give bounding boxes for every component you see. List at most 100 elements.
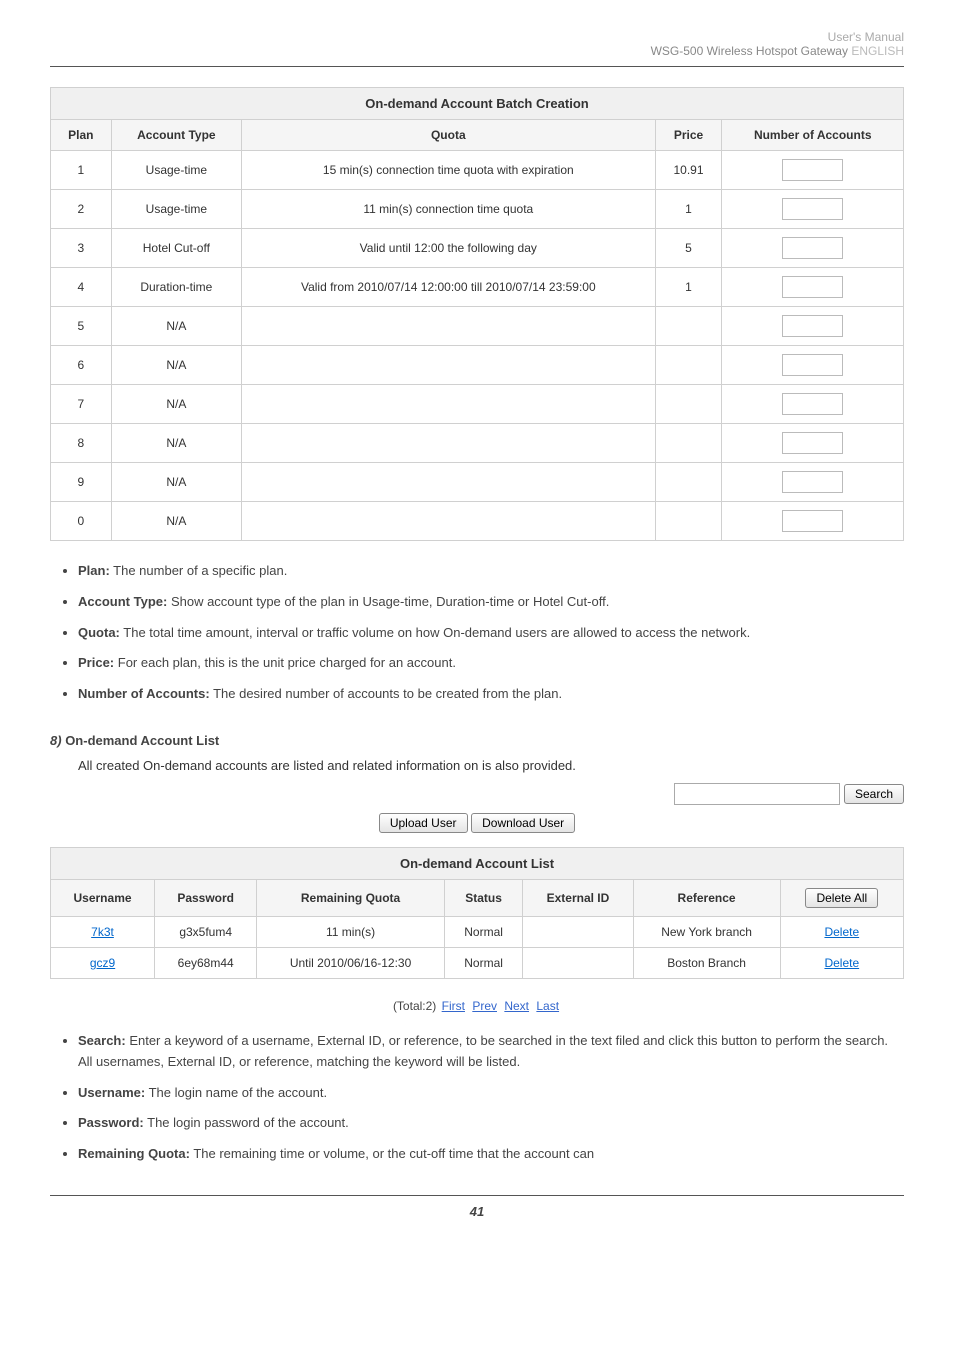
bullet-plan-text: The number of a specific plan. <box>110 563 288 578</box>
cell-type: Hotel Cut-off <box>111 229 241 268</box>
section-8-num: 8) <box>50 733 62 748</box>
col-num-accounts: Number of Accounts <box>722 120 904 151</box>
download-user-button[interactable]: Download User <box>471 813 575 833</box>
cell-quota: 11 min(s) connection time quota <box>242 190 656 229</box>
num-accounts-input[interactable] <box>782 276 843 298</box>
cell-plan: 6 <box>51 346 112 385</box>
col-reference: Reference <box>633 879 780 916</box>
cell-reference: New York branch <box>633 916 780 947</box>
col-delete-all: Delete All <box>780 879 903 916</box>
delete-link[interactable]: Delete <box>824 956 859 970</box>
batch-table-title: On-demand Account Batch Creation <box>51 88 904 120</box>
table-row: 3Hotel Cut-offValid until 12:00 the foll… <box>51 229 904 268</box>
cell-quota: Valid until 12:00 the following day <box>242 229 656 268</box>
section-8-desc: All created On-demand accounts are liste… <box>78 758 904 773</box>
cell-type: N/A <box>111 346 241 385</box>
col-status: Status <box>444 879 523 916</box>
bullet-user-label: Username: <box>78 1085 145 1100</box>
pager-next[interactable]: Next <box>504 999 529 1013</box>
cell-price <box>655 502 722 541</box>
account-list-table: On-demand Account List Username Password… <box>50 847 904 979</box>
bullet-acct-label: Account Type: <box>78 594 167 609</box>
pager-total: (Total:2) <box>393 999 436 1013</box>
page-header: User's Manual WSG-500 Wireless Hotspot G… <box>50 30 904 67</box>
bullet-price: Price: For each plan, this is the unit p… <box>78 653 904 674</box>
cell-quota <box>242 385 656 424</box>
cell-external-id <box>523 916 633 947</box>
cell-quota <box>242 424 656 463</box>
cell-quota <box>242 307 656 346</box>
cell-type: Usage-time <box>111 190 241 229</box>
cell-num-accounts <box>722 229 904 268</box>
delete-link[interactable]: Delete <box>824 925 859 939</box>
cell-price: 10.91 <box>655 151 722 190</box>
num-accounts-input[interactable] <box>782 159 843 181</box>
bullet-search-text: Enter a keyword of a username, External … <box>78 1033 888 1069</box>
num-accounts-input[interactable] <box>782 393 843 415</box>
num-accounts-input[interactable] <box>782 198 843 220</box>
cell-quota: Valid from 2010/07/14 12:00:00 till 2010… <box>242 268 656 307</box>
num-accounts-input[interactable] <box>782 432 843 454</box>
cell-type: N/A <box>111 502 241 541</box>
cell-num-accounts <box>722 268 904 307</box>
cell-plan: 9 <box>51 463 112 502</box>
bullet-rq-text: The remaining time or volume, or the cut… <box>190 1146 594 1161</box>
header-product: WSG-500 Wireless Hotspot Gateway <box>651 44 852 58</box>
num-accounts-input[interactable] <box>782 354 843 376</box>
pager-last[interactable]: Last <box>536 999 559 1013</box>
table-row: 5N/A <box>51 307 904 346</box>
bullet-plan-label: Plan: <box>78 563 110 578</box>
search-row: Search <box>50 783 904 805</box>
cell-plan: 1 <box>51 151 112 190</box>
cell-num-accounts <box>722 385 904 424</box>
header-line1: User's Manual <box>50 30 904 44</box>
pager: (Total:2) First Prev Next Last <box>50 999 904 1013</box>
bullet-rq-label: Remaining Quota: <box>78 1146 190 1161</box>
table-row: 9N/A <box>51 463 904 502</box>
batch-bullets: Plan: The number of a specific plan. Acc… <box>50 561 904 705</box>
table-row: gcz96ey68m44Until 2010/06/16-12:30Normal… <box>51 947 904 978</box>
delete-all-button[interactable]: Delete All <box>805 888 878 908</box>
bullet-num-text: The desired number of accounts to be cre… <box>210 686 562 701</box>
cell-status: Normal <box>444 916 523 947</box>
col-external-id: External ID <box>523 879 633 916</box>
num-accounts-input[interactable] <box>782 315 843 337</box>
username-link[interactable]: 7k3t <box>91 925 114 939</box>
search-button[interactable]: Search <box>844 784 904 804</box>
bullet-num-label: Number of Accounts: <box>78 686 210 701</box>
bullet-price-label: Price: <box>78 655 114 670</box>
bullet-quota: Quota: The total time amount, interval o… <box>78 623 904 644</box>
col-username: Username <box>51 879 155 916</box>
search-input[interactable] <box>674 783 840 805</box>
header-lang: ENGLISH <box>851 44 904 58</box>
bullet-quota-label: Quota: <box>78 625 120 640</box>
cell-type: N/A <box>111 424 241 463</box>
section-8-title: On-demand Account List <box>65 733 219 748</box>
cell-num-accounts <box>722 424 904 463</box>
header-line2: WSG-500 Wireless Hotspot Gateway ENGLISH <box>50 44 904 58</box>
cell-external-id <box>523 947 633 978</box>
num-accounts-input[interactable] <box>782 510 843 532</box>
cell-plan: 2 <box>51 190 112 229</box>
bullet-rq: Remaining Quota: The remaining time or v… <box>78 1144 904 1165</box>
cell-price <box>655 424 722 463</box>
bullet-plan: Plan: The number of a specific plan. <box>78 561 904 582</box>
cell-type: N/A <box>111 307 241 346</box>
batch-creation-table: On-demand Account Batch Creation Plan Ac… <box>50 87 904 541</box>
bullet-num: Number of Accounts: The desired number o… <box>78 684 904 705</box>
num-accounts-input[interactable] <box>782 237 843 259</box>
cell-price: 1 <box>655 190 722 229</box>
bullet-search: Search: Enter a keyword of a username, E… <box>78 1031 904 1073</box>
list-bullets: Search: Enter a keyword of a username, E… <box>50 1031 904 1165</box>
pager-first[interactable]: First <box>442 999 465 1013</box>
num-accounts-input[interactable] <box>782 471 843 493</box>
col-account-type: Account Type <box>111 120 241 151</box>
cell-num-accounts <box>722 502 904 541</box>
username-link[interactable]: gcz9 <box>90 956 115 970</box>
cell-price <box>655 346 722 385</box>
upload-user-button[interactable]: Upload User <box>379 813 468 833</box>
cell-plan: 4 <box>51 268 112 307</box>
bullet-user: Username: The login name of the account. <box>78 1083 904 1104</box>
pager-prev[interactable]: Prev <box>472 999 497 1013</box>
cell-username: 7k3t <box>51 916 155 947</box>
